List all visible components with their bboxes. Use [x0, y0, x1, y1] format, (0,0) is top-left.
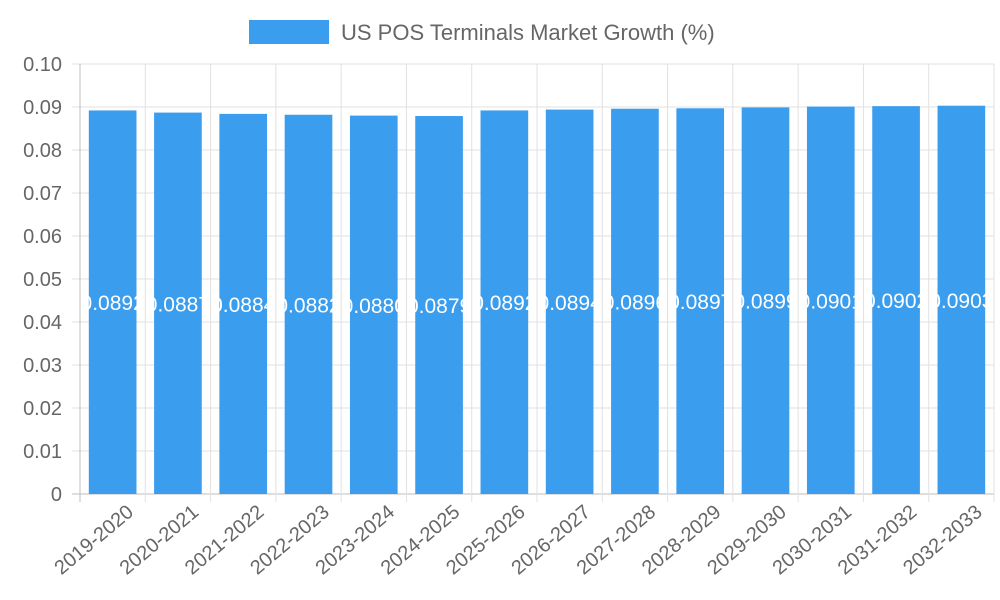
- bar-data-label: 0.0892: [81, 292, 145, 315]
- legend[interactable]: US POS Terminals Market Growth (%): [249, 20, 715, 45]
- y-tick-label: 0.10: [23, 54, 62, 76]
- bar[interactable]: [154, 112, 202, 494]
- y-tick-label: 0.03: [23, 355, 62, 377]
- bar-data-label: 0.0897: [668, 291, 732, 314]
- bar-data-label: 0.0894: [538, 292, 603, 315]
- grid-layer: [72, 63, 995, 502]
- bar[interactable]: [545, 109, 594, 494]
- bar[interactable]: [415, 116, 463, 494]
- bar-data-label: 0.0879: [407, 295, 471, 318]
- bar[interactable]: [872, 106, 920, 494]
- bar-data-label: 0.0901: [799, 290, 863, 313]
- y-tick-label: 0.02: [23, 398, 62, 420]
- bar[interactable]: [349, 115, 398, 494]
- bar-data-label: 0.0903: [929, 290, 993, 313]
- y-tick-label: 0.08: [23, 140, 62, 162]
- bar[interactable]: [284, 114, 333, 495]
- bar-data-label: 0.0887: [146, 293, 210, 316]
- y-tick-label: 0.07: [23, 183, 62, 205]
- bar-data-label: 0.0896: [603, 291, 667, 314]
- y-tick-label: 0: [51, 484, 62, 506]
- bar[interactable]: [937, 105, 986, 495]
- y-tick-label: 0.01: [23, 441, 62, 463]
- legend-label[interactable]: US POS Terminals Market Growth (%): [341, 20, 715, 45]
- y-tick-label: 0.06: [23, 226, 62, 248]
- y-tick-label: 0.05: [23, 269, 62, 291]
- legend-swatch[interactable]: [249, 20, 329, 44]
- bars-layer: [88, 105, 986, 495]
- bar-data-label: 0.0880: [342, 295, 406, 318]
- data-labels-layer: 0.0892 0.0887 0.0884 0.0882 0.0880 0.0879 0.08…: [81, 290, 994, 318]
- bar[interactable]: [88, 110, 137, 494]
- bar[interactable]: [219, 113, 268, 494]
- y-tick-label: 0.09: [23, 97, 62, 119]
- bar-data-label: 0.0882: [276, 294, 340, 317]
- bar[interactable]: [676, 108, 725, 494]
- bar[interactable]: [611, 108, 659, 494]
- bar-data-label: 0.0884: [211, 294, 276, 317]
- bar-data-label: 0.0899: [733, 291, 797, 314]
- bar[interactable]: [480, 110, 529, 494]
- bar-data-label: 0.0892: [472, 292, 536, 315]
- y-tick-label: 0.04: [23, 312, 62, 334]
- bar[interactable]: [741, 107, 790, 495]
- bar[interactable]: [806, 106, 855, 494]
- bar-data-label: 0.0902: [864, 290, 928, 313]
